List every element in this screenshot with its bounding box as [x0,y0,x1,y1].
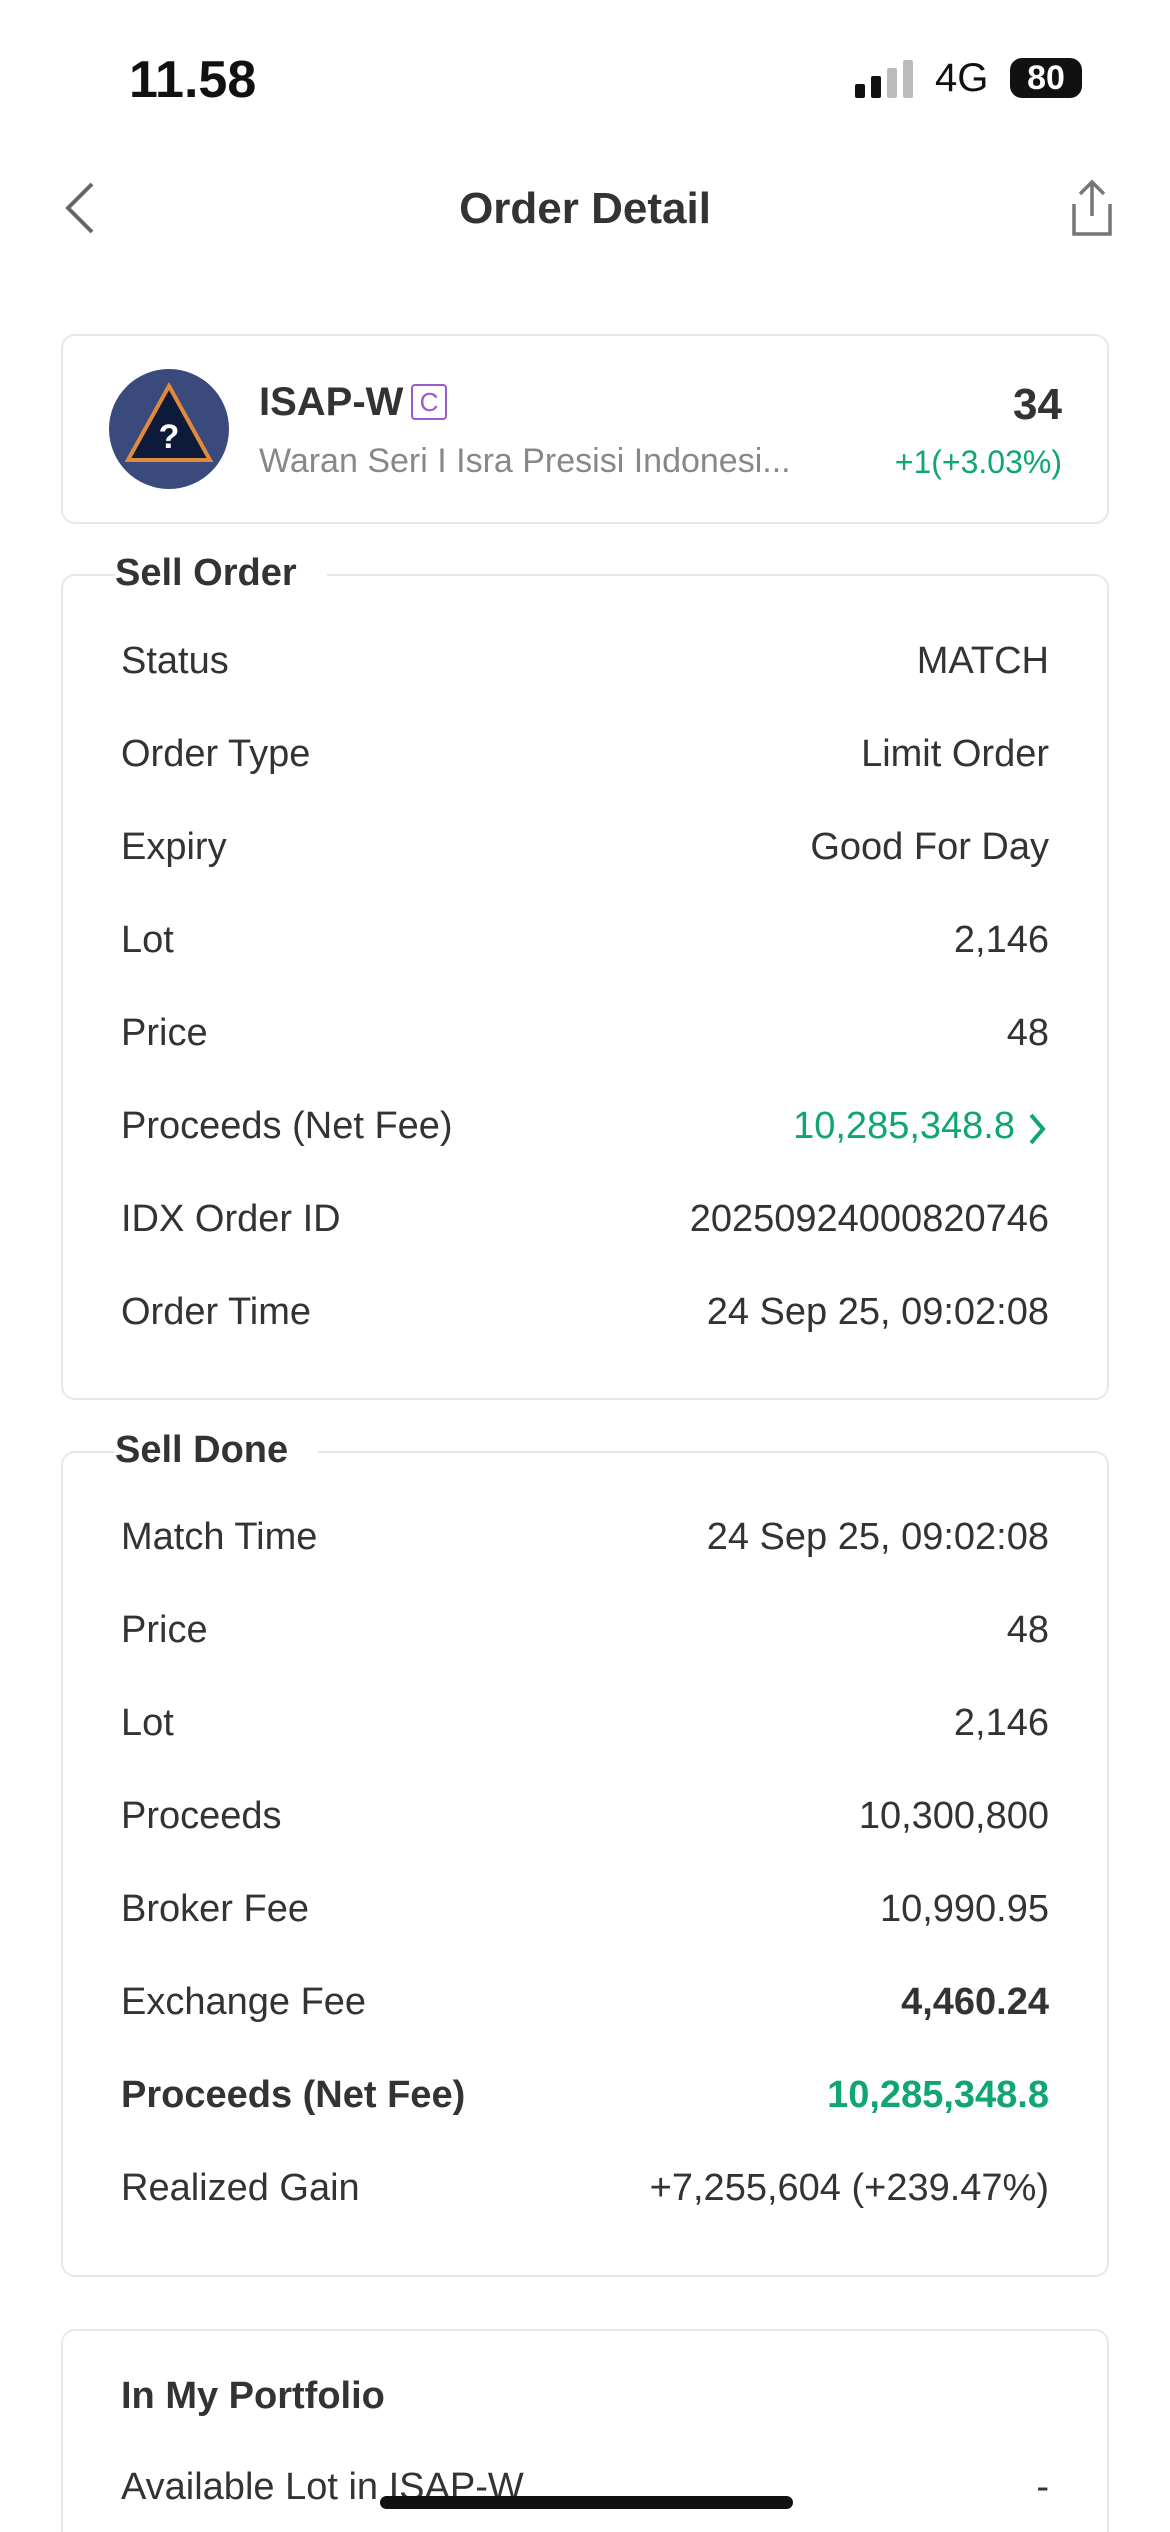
row-value: 10,990.95 [879,1888,1049,1930]
info-row: Realized Gain +7,255,604 (+239.47%) [121,2167,1049,2227]
ticker: ISAP-W [259,380,404,424]
info-row: Proceeds 10,300,800 [121,1795,1049,1855]
row-value: MATCH [916,640,1049,682]
info-row: Match Time 24 Sep 25, 09:02:08 [121,1516,1049,1576]
row-value: 2,146 [953,1702,1049,1744]
home-indicator [380,2496,793,2509]
info-row: Lot 2,146 [121,919,1049,979]
info-row: Proceeds (Net Fee) 10,285,348.8 [121,2074,1049,2134]
section-title: Sell Order [115,552,327,595]
info-row: Order Time 24 Sep 25, 09:02:08 [121,1291,1049,1351]
row-value: 48 [1006,1012,1049,1054]
row-value: 2,146 [953,919,1049,961]
row-value: 4,460.24 [901,1981,1049,2023]
row-value: +7,255,604 (+239.47%) [649,2167,1049,2209]
badge: C [411,384,447,420]
row-value: Good For Day [810,826,1049,868]
row-value: 10,300,800 [858,1795,1049,1837]
info-row: Price 48 [121,1609,1049,1669]
row-label: Proceeds [121,1795,282,1837]
stock-card[interactable]: ? ISAP-W C Waran Seri I Isra Presisi Ind… [61,334,1109,524]
row-label: IDX Order ID [121,1198,341,1240]
sell-done-card: Sell Done Match Time 24 Sep 25, 09:02:08 P… [61,1429,1109,2277]
info-row: Price 48 [121,1012,1049,1072]
row-value: 24 Sep 25, 09:02:08 [706,1291,1049,1333]
stock-change: +1(+3.03%) [894,444,1062,480]
row-label: Realized Gain [121,2167,360,2209]
row-label: Proceeds (Net Fee) [121,2074,466,2116]
row-value: 10,285,348.8 [793,1105,1015,1147]
row-value: 48 [1006,1609,1049,1651]
stock-logo: ? [109,369,229,489]
info-row: Order Type Limit Order [121,733,1049,793]
battery: 80 [1010,58,1082,98]
row-value: 10,285,348.8 [827,2074,1049,2116]
row-value: - [1036,2466,1049,2508]
info-row: IDX Order ID 20250924000820746 [121,1198,1049,1258]
row-value: 24 Sep 25, 09:02:08 [706,1516,1049,1558]
row-label: Proceeds (Net Fee) [121,1105,453,1147]
stock-name: Waran Seri I Isra Presisi Indonesi... [259,442,791,480]
info-row: Lot 2,146 [121,1702,1049,1762]
row-label: Status [121,640,229,682]
info-row: Expiry Good For Day [121,826,1049,886]
share-button[interactable] [1066,178,1118,238]
section-title: Sell Done [115,1429,319,1472]
row-label: Lot [121,919,174,961]
portfolio-card: In My Portfolio Available Lot in ISAP-W - [61,2329,1109,2532]
stock-price: 34 [1013,380,1062,429]
row-label: Price [121,1609,208,1651]
sell-order-card: Sell Order Status MATCH Order Type Limit Or… [61,552,1109,1400]
row-value[interactable]: 20250924000820746 [689,1198,1049,1240]
back-button[interactable] [60,180,100,236]
row-label: Lot [121,1702,174,1744]
row-label: Match Time [121,1516,318,1558]
info-row: Status MATCH [121,640,1049,700]
row-label: Expiry [121,826,227,868]
network: 4G [935,56,989,100]
info-row: Proceeds (Net Fee) 10,285,348.8 [121,1105,1049,1165]
row-label: Exchange Fee [121,1981,367,2023]
row-label: Order Time [121,1291,312,1333]
row-label: Price [121,1012,208,1054]
row-label: Broker Fee [121,1888,309,1930]
row-label: Order Type [121,733,311,775]
svg-text:?: ? [159,418,180,456]
row-value: Limit Order [861,733,1049,775]
section-title: In My Portfolio [121,2375,385,2417]
chevron[interactable] [1025,1109,1049,1149]
page-title: Order Detail [459,184,711,233]
info-row: Exchange Fee 4,460.24 [121,1981,1049,2041]
signal-icon [855,60,913,98]
info-row: Broker Fee 10,990.95 [121,1888,1049,1948]
status-time: 11.58 [129,51,257,109]
